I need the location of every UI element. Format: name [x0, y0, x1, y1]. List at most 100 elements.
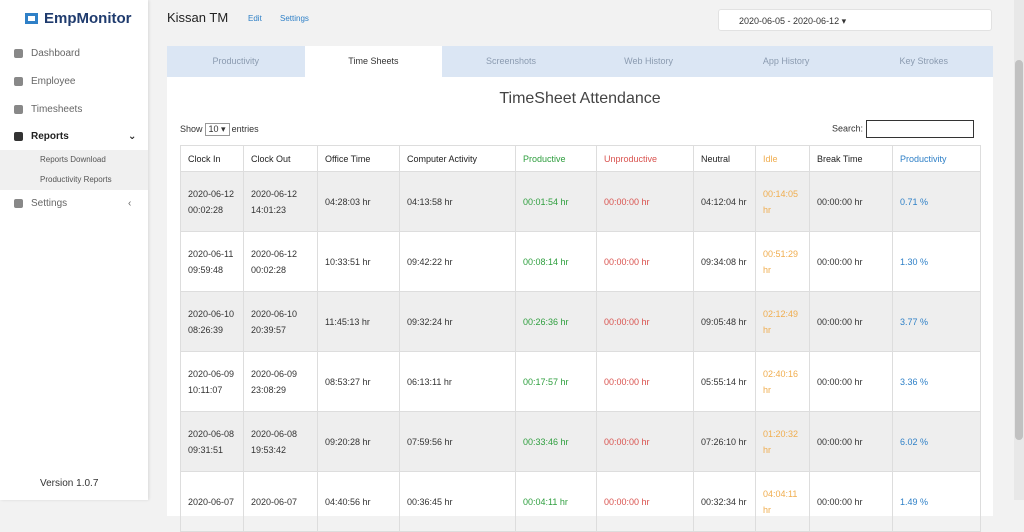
- column-header[interactable]: Neutral: [693, 145, 756, 172]
- table-cell: 3.36 %: [892, 351, 981, 412]
- table-cell: 09:32:24 hr: [399, 291, 516, 352]
- table-cell: 04:40:56 hr: [317, 471, 400, 532]
- table-cell: 05:55:14 hr: [693, 351, 756, 412]
- column-header[interactable]: Unproductive: [596, 145, 694, 172]
- nav-label: Employee: [31, 76, 76, 87]
- table-row: 2020-06-07 2020-06-07 04:40:56 hr 00:36:45 …: [180, 471, 981, 532]
- tab[interactable]: Web History: [624, 56, 673, 66]
- column-header[interactable]: Clock In: [180, 145, 244, 172]
- table-cell: 00:14:05 hr: [755, 171, 810, 232]
- page-size-select[interactable]: 10 ▾: [204, 123, 230, 136]
- table-cell: 00:36:45 hr: [399, 471, 516, 532]
- table-cell: 2020-06-07: [243, 471, 318, 532]
- nav-label: Timesheets: [31, 104, 83, 115]
- tab[interactable]: Key Strokes: [899, 56, 949, 66]
- tab[interactable]: Productivity: [212, 56, 260, 66]
- column-header[interactable]: Productive: [515, 145, 597, 172]
- date-range-picker[interactable]: 2020-06-05 - 2020-06-12 ▾: [718, 9, 992, 31]
- logo-icon: [25, 12, 38, 24]
- table-row: 2020-06-09 10:11:07 2020-06-09 23:08:29 08…: [180, 351, 981, 412]
- table-cell: 08:53:27 hr: [317, 351, 400, 412]
- table-body: 2020-06-12 00:02:28 2020-06-12 14:01:23 04…: [180, 171, 981, 532]
- table-cell: 1.49 %: [892, 471, 981, 532]
- table-cell: 00:17:57 hr: [515, 351, 597, 412]
- table-cell: 00:00:00 hr: [809, 291, 893, 352]
- edit-link[interactable]: Edit: [248, 14, 262, 23]
- tab[interactable]: App History: [762, 56, 810, 66]
- column-header[interactable]: Break Time: [809, 145, 893, 172]
- nav-item[interactable]: Dashboard: [0, 48, 148, 59]
- search-input[interactable]: [866, 120, 975, 138]
- timesheet-table: Clock In Clock Out Office Time Computer Act…: [180, 145, 981, 532]
- table-cell: 02:12:49 hr: [755, 291, 810, 352]
- table-cell: 10:33:51 hr: [317, 231, 400, 292]
- settings-link[interactable]: Settings: [280, 14, 309, 23]
- table-cell: 00:00:00 hr: [596, 291, 694, 352]
- table-cell: 01:20:32 hr: [755, 411, 810, 472]
- tabs: Productivity Time Sheets Screenshots Web Hi…: [167, 46, 993, 77]
- table-cell: 07:26:10 hr: [693, 411, 756, 472]
- column-header[interactable]: Idle: [755, 145, 810, 172]
- table-cell: 2020-06-12 00:02:28: [180, 171, 244, 232]
- table-cell: 2020-06-10 08:26:39: [180, 291, 244, 352]
- table-cell: 0.71 %: [892, 171, 981, 232]
- page-size: Show 10 ▾ entries: [180, 123, 259, 136]
- table-cell: 00:00:00 hr: [809, 171, 893, 232]
- logo-text: EmpMonitor: [44, 10, 132, 27]
- column-header[interactable]: Productivity: [892, 145, 981, 172]
- table-cell: 09:20:28 hr: [317, 411, 400, 472]
- column-header[interactable]: Office Time: [317, 145, 400, 172]
- nav-label: Dashboard: [31, 48, 80, 59]
- table-cell: 09:34:08 hr: [693, 231, 756, 292]
- table-cell: 00:51:29 hr: [755, 231, 810, 292]
- table-cell: 04:12:04 hr: [693, 171, 756, 232]
- table-cell: 00:00:00 hr: [596, 171, 694, 232]
- table-cell: 04:28:03 hr: [317, 171, 400, 232]
- tab[interactable]: Screenshots: [485, 56, 536, 66]
- logo[interactable]: EmpMonitor: [24, 10, 132, 27]
- table-row: 2020-06-11 09:59:48 2020-06-12 00:02:28 10…: [180, 231, 981, 292]
- nav-item[interactable]: Timesheets: [0, 104, 148, 115]
- table-cell: 00:00:00 hr: [596, 351, 694, 412]
- version: Version 1.0.7: [40, 478, 99, 489]
- table-cell: 00:32:34 hr: [693, 471, 756, 532]
- table-cell: 2020-06-12 14:01:23: [243, 171, 318, 232]
- tab[interactable]: Time Sheets: [304, 46, 443, 77]
- table-cell: 04:13:58 hr: [399, 171, 516, 232]
- table-cell: 04:04:11 hr: [755, 471, 810, 532]
- table-cell: 06:13:11 hr: [399, 351, 516, 412]
- table-cell: 3.77 %: [892, 291, 981, 352]
- column-header[interactable]: Computer Activity: [399, 145, 516, 172]
- table-cell: 00:00:00 hr: [596, 411, 694, 472]
- scrollbar[interactable]: [1014, 0, 1024, 500]
- table-cell: 09:42:22 hr: [399, 231, 516, 292]
- table-cell: 02:40:16 hr: [755, 351, 810, 412]
- show-label: Show: [180, 124, 203, 134]
- nav-item[interactable]: Employee: [0, 76, 148, 87]
- table-cell: 2020-06-12 00:02:28: [243, 231, 318, 292]
- search: Search:: [832, 120, 975, 138]
- nav-item[interactable]: Reports ⌄: [0, 131, 148, 142]
- report-title: TimeSheet Attendance: [499, 90, 661, 107]
- nav-label: Settings: [31, 198, 68, 209]
- table-row: 2020-06-12 00:02:28 2020-06-12 14:01:23 04…: [180, 171, 981, 232]
- nav-item[interactable]: Settings ‹: [0, 198, 148, 209]
- nav-label: Reports: [31, 131, 69, 142]
- user-name: Kissan TM: [167, 10, 229, 25]
- table-cell: 2020-06-11 09:59:48: [180, 231, 244, 292]
- table-cell: 09:05:48 hr: [693, 291, 756, 352]
- table-cell: 6.02 %: [892, 411, 981, 472]
- table-cell: 2020-06-08 19:53:42: [243, 411, 318, 472]
- sidebar: EmpMonitor Dashboard Employee Timesheets…: [0, 0, 148, 500]
- table-cell: 00:04:11 hr: [515, 471, 597, 532]
- sub-nav-item[interactable]: Reports Download: [0, 150, 148, 170]
- page-size-value: 10: [208, 124, 219, 134]
- table-cell: 2020-06-07: [180, 471, 244, 532]
- sub-nav-item[interactable]: Productivity Reports: [0, 170, 148, 190]
- search-label: Search:: [832, 123, 864, 134]
- table-cell: 00:00:00 hr: [809, 231, 893, 292]
- column-header[interactable]: Clock Out: [243, 145, 318, 172]
- report-card: Productivity Time Sheets Screenshots Web Hi…: [167, 46, 993, 532]
- table-cell: 00:00:00 hr: [596, 231, 694, 292]
